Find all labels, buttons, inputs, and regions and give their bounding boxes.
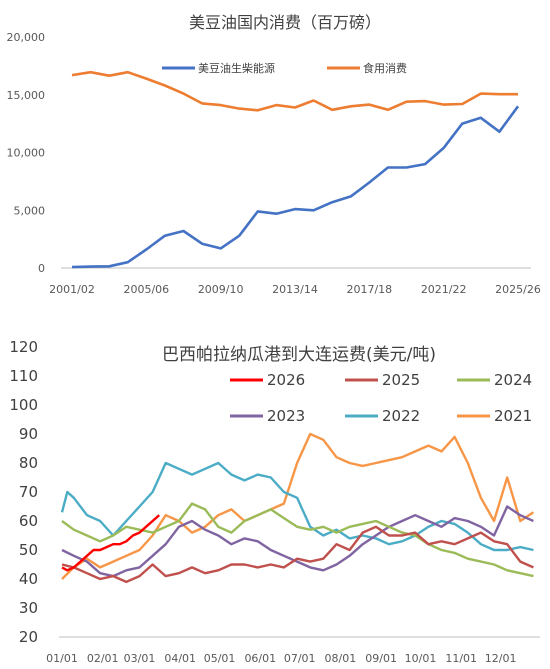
x-tick-label: 2013/14 <box>272 283 318 296</box>
x-tick-label: 03/01 <box>124 652 156 665</box>
legend-label: 2022 <box>382 407 420 425</box>
chart2-series <box>60 432 535 584</box>
legend-label: 2026 <box>267 371 305 389</box>
legend-label: 2023 <box>267 407 305 425</box>
x-tick-label: 2017/18 <box>346 283 392 296</box>
y-tick-label: 70 <box>19 483 38 501</box>
chart1-x-ticks: 2001/02 2005/06 2009/10 2013/14 2017/18 2021/… <box>49 283 541 296</box>
series-line <box>61 525 534 584</box>
chart1-series <box>71 70 520 269</box>
legend-label-biodiesel: 美豆油生柴能源 <box>198 61 275 75</box>
y-tick-label: 110 <box>9 367 38 385</box>
x-tick-label: 08/01 <box>325 652 357 665</box>
series-line <box>71 105 520 269</box>
x-tick-label: 12/01 <box>485 652 517 665</box>
x-tick-label: 2009/10 <box>198 283 244 296</box>
series-line <box>60 461 534 552</box>
chart2-y-ticks: 20 30 40 50 60 70 80 90 100 110 120 <box>9 338 38 646</box>
y-tick-label: 120 <box>9 338 38 356</box>
x-tick-label: 2025/26 <box>495 283 541 296</box>
y-tick-label: 80 <box>19 454 38 472</box>
y-tick-label: 10,000 <box>7 147 46 160</box>
x-tick-label: 09/01 <box>365 652 397 665</box>
legend-label: 2021 <box>494 407 532 425</box>
chart2-title: 巴西帕拉纳瓜港到大连运费(美元/吨) <box>162 345 436 365</box>
y-tick-label: 5,000 <box>14 204 46 217</box>
chart2-legend: 2026 2025 2024 2023 2022 2021 <box>230 371 532 425</box>
x-tick-label: 2001/02 <box>49 283 95 296</box>
series-line <box>61 514 160 572</box>
legend-label-food: 食用消费 <box>363 61 407 75</box>
chart1-y-ticks: 0 5,000 10,000 15,000 20,000 <box>7 31 46 275</box>
chart-freight-rates: 巴西帕拉纳瓜港到大连运费(美元/吨) 20 30 40 50 60 70 80 90 100 11… <box>9 338 540 665</box>
x-tick-label: 11/01 <box>445 652 477 665</box>
x-tick-label: 02/01 <box>87 652 119 665</box>
y-tick-label: 50 <box>19 541 38 559</box>
y-tick-label: 40 <box>19 570 38 588</box>
y-tick-label: 20,000 <box>7 31 46 44</box>
x-tick-label: 04/01 <box>164 652 196 665</box>
legend-label: 2025 <box>382 371 420 389</box>
x-tick-label: 01/01 <box>46 652 78 665</box>
x-tick-label: 2021/22 <box>421 283 467 296</box>
y-tick-label: 20 <box>19 628 38 646</box>
series-line <box>61 505 534 578</box>
chart1-legend: 美豆油生柴能源 食用消费 <box>162 61 407 75</box>
y-tick-label: 0 <box>38 262 45 275</box>
y-tick-label: 30 <box>19 599 38 617</box>
series-line <box>71 70 518 112</box>
legend-label: 2024 <box>494 371 532 389</box>
y-tick-label: 15,000 <box>7 89 46 102</box>
series-line <box>61 502 534 578</box>
chart2-x-ticks: 01/01 02/01 03/01 04/01 05/01 06/01 07/01 08/01… <box>46 652 516 665</box>
chart1-title: 美豆油国内消费（百万磅） <box>189 13 381 32</box>
y-tick-label: 60 <box>19 512 38 530</box>
x-tick-label: 07/01 <box>284 652 316 665</box>
x-tick-label: 10/01 <box>405 652 437 665</box>
x-tick-label: 05/01 <box>204 652 236 665</box>
y-tick-label: 100 <box>9 396 38 414</box>
x-tick-label: 2005/06 <box>123 283 169 296</box>
x-tick-label: 06/01 <box>244 652 276 665</box>
series-line <box>61 432 535 580</box>
y-tick-label: 90 <box>19 425 38 443</box>
chart-domestic-consumption: 美豆油国内消费（百万磅） 0 5,000 10,000 15,000 20,000 20… <box>7 13 541 296</box>
